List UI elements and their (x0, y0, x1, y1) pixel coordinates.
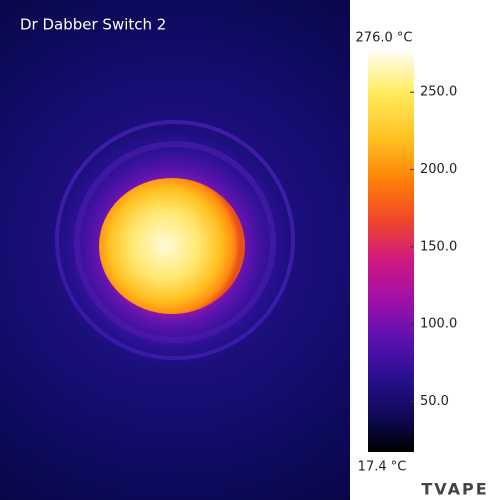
tick-label: 50.0 (420, 394, 449, 409)
max-label: 276.0 °C (356, 31, 413, 46)
tick-label: 150.0 (420, 239, 457, 254)
tick-label: 250.0 (420, 85, 457, 100)
tick-label: 200.0 (420, 162, 457, 177)
watermark: TVAPE (421, 480, 488, 499)
color-bar (368, 52, 414, 452)
hot-chamber (99, 178, 245, 314)
title: Dr Dabber Switch 2 (20, 16, 166, 34)
min-label: 17.4 °C (358, 460, 407, 475)
tick-label: 100.0 (420, 317, 457, 332)
